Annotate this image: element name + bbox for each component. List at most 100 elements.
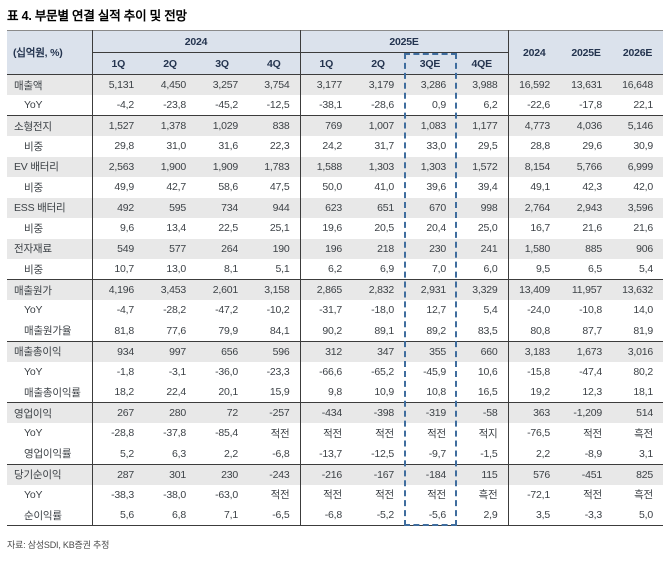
value-cell: -13,7 xyxy=(299,443,352,464)
value-cell: 7,1 xyxy=(196,505,248,526)
value-cell: 77,6 xyxy=(144,320,196,341)
row-label: 비중 xyxy=(7,177,92,198)
value-cell: 79,9 xyxy=(196,320,248,341)
value-cell: 31,0 xyxy=(144,136,196,157)
value-cell: 3,329 xyxy=(456,279,508,300)
value-cell: 흑전 xyxy=(456,484,508,505)
value-cell: 838 xyxy=(248,115,300,136)
value-cell: 5,4 xyxy=(612,259,663,280)
quarter-col-header: 1Q xyxy=(299,52,352,75)
value-cell: -1,8 xyxy=(91,361,144,382)
value-cell: -15,8 xyxy=(507,361,560,382)
value-cell: -17,8 xyxy=(560,95,612,116)
value-cell: 241 xyxy=(456,238,508,259)
value-cell: -451 xyxy=(560,463,612,485)
value-cell: 2,943 xyxy=(560,197,612,218)
value-cell: 2,865 xyxy=(299,279,352,300)
table-row: ESS 배터리 492 595 734 944 623 651 670 998 2,764 2,94… xyxy=(7,197,663,218)
value-cell: 적전 xyxy=(248,423,300,444)
value-cell: 3,257 xyxy=(196,74,248,95)
value-cell: 13,631 xyxy=(560,74,612,95)
row-label: 매출원가 xyxy=(7,279,92,300)
value-cell: 1,083 xyxy=(404,115,456,136)
value-cell: 6,3 xyxy=(144,443,196,464)
value-cell: 31,6 xyxy=(196,136,248,157)
value-cell: 301 xyxy=(144,463,196,485)
value-cell: 42,3 xyxy=(560,177,612,198)
value-cell: 29,8 xyxy=(91,136,144,157)
value-cell: 6,0 xyxy=(456,259,508,280)
value-cell: 492 xyxy=(91,197,144,218)
value-cell: 4,036 xyxy=(560,115,612,136)
table-row: 매출원가율 81,8 77,6 79,9 84,1 90,2 89,1 89,2 83,5 80,… xyxy=(7,320,663,341)
value-cell: 6,5 xyxy=(560,259,612,280)
value-cell: 83,5 xyxy=(456,320,508,341)
value-cell: 31,7 xyxy=(352,136,404,157)
value-cell: 13,4 xyxy=(144,218,196,239)
value-cell: -38,0 xyxy=(144,484,196,505)
row-label: 비중 xyxy=(7,259,92,280)
table-row: YoY -1,8 -3,1 -36,0 -23,3 -66,6 -65,2 -45,9 10,6… xyxy=(7,361,663,382)
value-cell: -38,3 xyxy=(91,484,144,505)
value-cell: 2,2 xyxy=(196,443,248,464)
quarter-col-header: 1Q xyxy=(91,52,144,75)
value-cell: 28,8 xyxy=(507,136,560,157)
value-cell: 적전 xyxy=(560,484,612,505)
value-cell: 22,5 xyxy=(196,218,248,239)
value-cell: -28,8 xyxy=(91,423,144,444)
value-cell: 623 xyxy=(299,197,352,218)
value-cell: 39,4 xyxy=(456,177,508,198)
value-cell: 2,9 xyxy=(456,505,508,526)
value-cell: 2,563 xyxy=(91,156,144,177)
value-cell: 20,4 xyxy=(404,218,456,239)
value-cell: 355 xyxy=(404,340,456,362)
value-cell: 514 xyxy=(612,402,663,423)
value-cell: 218 xyxy=(352,238,404,259)
value-cell: 8,1 xyxy=(196,259,248,280)
value-cell: 적전 xyxy=(404,423,456,444)
quarter-col-header: 4Q xyxy=(248,52,300,75)
unit-label: (십억원, %) xyxy=(7,30,92,75)
value-cell: 3,453 xyxy=(144,279,196,300)
table-row: 비중 49,9 42,7 58,6 47,5 50,0 41,0 39,6 39,4 49,1 42… xyxy=(7,177,663,198)
value-cell: -58 xyxy=(456,402,508,423)
value-cell: 5,146 xyxy=(612,115,663,136)
table-row: 당기순이익 287 301 230 -243 -216 -167 -184 115 576 -451… xyxy=(7,463,663,485)
year-group-header: 2024 xyxy=(91,30,300,53)
value-cell: 9,8 xyxy=(299,382,352,403)
table-row: 전자재료 549 577 264 190 196 218 230 241 1,580 885 906 xyxy=(7,238,663,259)
value-cell: 3,179 xyxy=(352,74,404,95)
row-label: YoY xyxy=(7,423,92,444)
value-cell: 1,303 xyxy=(404,156,456,177)
value-cell: -31,7 xyxy=(299,300,352,321)
value-cell: 적전 xyxy=(352,484,404,505)
quarter-col-header: 2Q xyxy=(144,52,196,75)
value-cell: 2,931 xyxy=(404,279,456,300)
value-cell: 30,9 xyxy=(612,136,663,157)
row-label: YoY xyxy=(7,361,92,382)
value-cell: 2,832 xyxy=(352,279,404,300)
value-cell: 72 xyxy=(196,402,248,423)
value-cell: -23,3 xyxy=(248,361,300,382)
value-cell: 90,2 xyxy=(299,320,352,341)
value-cell: 4,196 xyxy=(91,279,144,300)
value-cell: 흑전 xyxy=(612,484,663,505)
value-cell: 3,988 xyxy=(456,74,508,95)
value-cell: 20,1 xyxy=(196,382,248,403)
table-row: 소형전지 1,527 1,378 1,029 838 769 1,007 1,083 1,177… xyxy=(7,115,663,136)
quarter-col-header: 2Q xyxy=(352,52,404,75)
value-cell: 16,648 xyxy=(612,74,663,95)
value-cell: 9,6 xyxy=(91,218,144,239)
table-row: 순이익률 5,6 6,8 7,1 -6,5 -6,8 -5,2 -5,6 2,9 3,5 -3,3 5… xyxy=(7,505,663,526)
value-cell: -167 xyxy=(352,463,404,485)
quarter-col-header: 4QE xyxy=(456,52,508,75)
value-cell: -24,0 xyxy=(507,300,560,321)
value-cell: -1,5 xyxy=(456,443,508,464)
value-cell: 1,580 xyxy=(507,238,560,259)
row-label: 영업이익률 xyxy=(7,443,92,464)
value-cell: 6,2 xyxy=(456,95,508,116)
value-cell: 47,5 xyxy=(248,177,300,198)
value-cell: 660 xyxy=(456,340,508,362)
value-cell: 22,1 xyxy=(612,95,663,116)
value-cell: 18,1 xyxy=(612,382,663,403)
